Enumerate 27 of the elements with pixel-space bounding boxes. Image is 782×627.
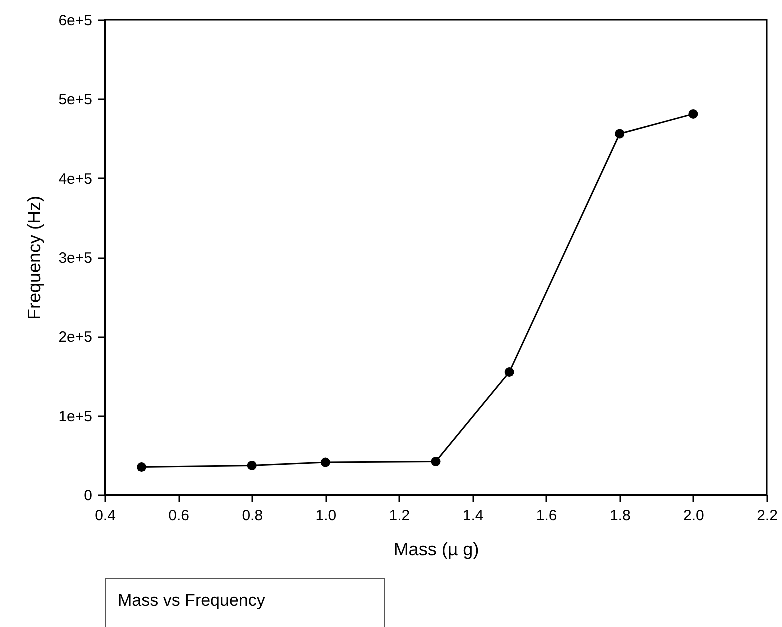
y-tick-label: 2e+5 <box>58 329 92 346</box>
y-tick-label: 3e+5 <box>58 250 92 267</box>
point <box>504 368 514 378</box>
y-tick-label: 1e+5 <box>58 408 92 426</box>
y-axis-title: Frequency (Hz) <box>24 196 45 320</box>
x-tick-label: 2.0 <box>684 508 704 524</box>
x-tick-label: 1.0 <box>316 508 337 524</box>
y-tick-label: 4e+5 <box>58 170 92 188</box>
y-tick-label: 6e+5 <box>58 12 92 30</box>
x-tick-label: 0.6 <box>168 508 190 524</box>
point <box>137 462 147 472</box>
point <box>320 458 330 468</box>
x-tick-label: 1.6 <box>536 508 558 524</box>
text: Mass vs Frequency <box>105 578 385 627</box>
point <box>431 457 441 466</box>
point <box>688 109 698 119</box>
x-axis-title: Mass (µ g) <box>394 540 480 560</box>
x-tick-label: 1.8 <box>610 508 631 524</box>
y-tick-label: 0 <box>84 488 92 504</box>
point <box>247 460 257 470</box>
x-tick-label: 2.2 <box>757 508 778 524</box>
x-tick-label: 0.4 <box>95 508 116 524</box>
x-tick-label: 0.8 <box>242 508 264 524</box>
x-tick-label: 1.4 <box>462 508 484 524</box>
x-tick-label: 1.2 <box>389 508 410 524</box>
y-tick-label: 5e+5 <box>58 92 92 109</box>
point <box>615 129 625 139</box>
